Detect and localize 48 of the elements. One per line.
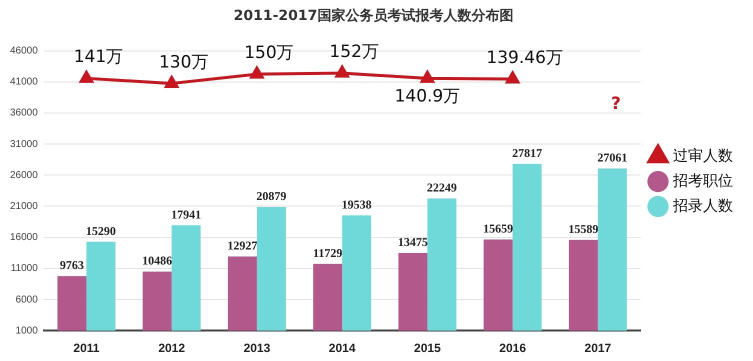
y-tick-label: 21000 bbox=[10, 200, 38, 212]
data-label: 12927 bbox=[227, 238, 258, 253]
x-tick-label: 2017 bbox=[584, 341, 612, 356]
data-label: 20879 bbox=[256, 189, 286, 204]
data-label: 140.9万 bbox=[394, 86, 460, 106]
y-tick-label: 6000 bbox=[16, 294, 38, 306]
data-label: 141万 bbox=[74, 47, 124, 68]
data-label: 152万 bbox=[329, 42, 379, 62]
legend-label: 过审人数 bbox=[673, 146, 733, 164]
data-label: 9763 bbox=[60, 258, 84, 272]
x-tick-label: 2012 bbox=[158, 341, 186, 356]
point bbox=[164, 76, 178, 88]
point bbox=[420, 70, 434, 83]
data-label: 13475 bbox=[398, 235, 428, 250]
y-tick-label: 41000 bbox=[10, 76, 38, 88]
y-tick-label: 31000 bbox=[10, 138, 38, 150]
data-label: 19538 bbox=[342, 197, 372, 212]
point bbox=[250, 66, 264, 79]
data-label: 139.46万 bbox=[486, 48, 563, 68]
x-tick-label: 2015 bbox=[414, 341, 442, 356]
data-label: 150万 bbox=[244, 43, 294, 64]
data-label: 11729 bbox=[312, 246, 342, 260]
data-label: 15659 bbox=[483, 222, 514, 236]
data-label: 27817 bbox=[512, 146, 542, 160]
data-label: 15589 bbox=[568, 222, 598, 236]
data-label: 17941 bbox=[171, 207, 202, 222]
x-tick-label: 2013 bbox=[244, 341, 271, 356]
y-tick-label: 26000 bbox=[10, 170, 38, 181]
annotation: ? bbox=[610, 94, 621, 114]
data-label: 130万 bbox=[158, 52, 208, 72]
data-label: 22249 bbox=[426, 180, 457, 195]
legend-label: 招录人数 bbox=[672, 196, 733, 214]
legend-label: 招考职位 bbox=[672, 171, 733, 190]
x-tick-label: 2016 bbox=[499, 341, 526, 356]
y-tick-label: 1000 bbox=[16, 325, 38, 336]
x-tick-label: 2014 bbox=[328, 341, 356, 356]
data-label: 15290 bbox=[86, 224, 116, 238]
y-tick-label: 36000 bbox=[10, 108, 38, 119]
data-label: 27061 bbox=[597, 150, 628, 165]
data-label: 10486 bbox=[142, 254, 172, 268]
point bbox=[506, 72, 520, 84]
y-tick-label: 11000 bbox=[10, 263, 38, 274]
point bbox=[80, 70, 94, 83]
chart-title: 2011-2017国家公务员考试报考人数分布图 bbox=[234, 7, 514, 24]
point bbox=[335, 66, 349, 78]
y-tick-label: 16000 bbox=[10, 232, 38, 244]
y-tick-label: 46000 bbox=[10, 46, 38, 57]
x-tick-label: 2011 bbox=[73, 341, 100, 356]
